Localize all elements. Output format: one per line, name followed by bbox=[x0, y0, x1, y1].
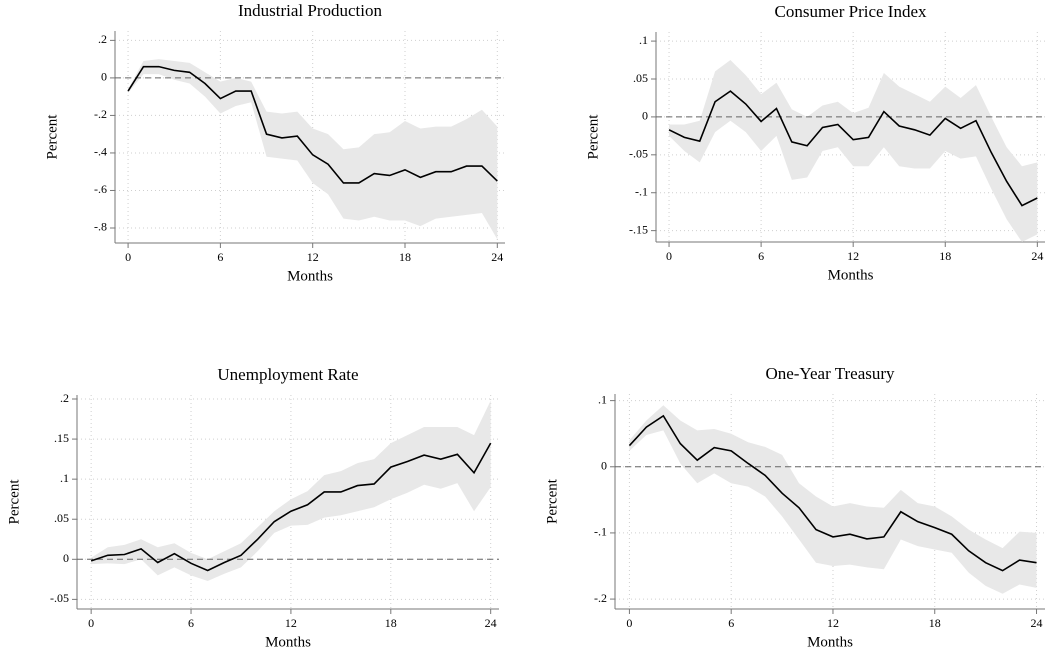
y-axis-label: Percent bbox=[6, 479, 22, 525]
y-tick-label: -.15 bbox=[629, 222, 648, 236]
confidence-band bbox=[91, 400, 491, 581]
x-axis-label: Months bbox=[828, 267, 874, 283]
x-tick-label: 24 bbox=[491, 250, 503, 264]
y-tick-label: 0 bbox=[63, 551, 69, 565]
x-tick-label: 12 bbox=[285, 616, 297, 630]
x-tick-label: 12 bbox=[847, 249, 859, 263]
y-tick-label: -.8 bbox=[94, 220, 107, 234]
y-tick-label: .2 bbox=[98, 32, 107, 46]
y-tick-label: .2 bbox=[60, 391, 69, 405]
x-tick-label: 24 bbox=[485, 616, 497, 630]
response-line bbox=[628, 414, 1037, 572]
x-tick-label: 6 bbox=[188, 616, 194, 630]
confidence-band bbox=[669, 60, 1038, 243]
y-tick-label: 0 bbox=[101, 70, 107, 84]
x-tick-label: 0 bbox=[88, 616, 94, 630]
y-axis-label: Percent bbox=[585, 114, 601, 160]
y-tick-label: -.2 bbox=[94, 107, 107, 121]
y-tick-label: -.1 bbox=[594, 525, 607, 539]
x-axis-label: Months bbox=[807, 634, 853, 650]
x-tick-label: 0 bbox=[626, 616, 632, 630]
y-tick-label: -.1 bbox=[635, 184, 648, 198]
y-tick-label: .1 bbox=[598, 392, 607, 406]
chart-title: Industrial Production bbox=[238, 1, 383, 20]
y-tick-label: .1 bbox=[639, 33, 648, 47]
chart-title: One-Year Treasury bbox=[765, 364, 895, 383]
x-tick-label: 18 bbox=[399, 250, 411, 264]
x-axis-label: Months bbox=[265, 634, 311, 650]
y-tick-label: -.4 bbox=[94, 145, 107, 159]
response-line bbox=[90, 442, 492, 572]
x-tick-label: 18 bbox=[929, 616, 941, 630]
chart-title: Consumer Price Index bbox=[774, 2, 927, 21]
chart-title: Unemployment Rate bbox=[217, 365, 358, 384]
x-tick-label: 12 bbox=[307, 250, 319, 264]
x-tick-label: 0 bbox=[666, 249, 672, 263]
confidence-band bbox=[629, 405, 1037, 594]
y-tick-label: -.05 bbox=[50, 591, 69, 605]
y-tick-label: .05 bbox=[54, 511, 69, 525]
x-tick-label: 18 bbox=[385, 616, 397, 630]
y-tick-label: .1 bbox=[60, 471, 69, 485]
x-tick-label: 6 bbox=[728, 616, 734, 630]
y-tick-label: -.05 bbox=[629, 147, 648, 161]
x-tick-label: 6 bbox=[758, 249, 764, 263]
x-tick-label: 6 bbox=[217, 250, 223, 264]
y-tick-label: -.6 bbox=[94, 182, 107, 196]
y-axis-label: Percent bbox=[544, 478, 560, 524]
y-axis-label: Percent bbox=[44, 114, 60, 160]
x-tick-label: 12 bbox=[827, 616, 839, 630]
y-tick-label: 0 bbox=[642, 109, 648, 123]
x-axis-label: Months bbox=[287, 268, 333, 284]
x-tick-label: 18 bbox=[939, 249, 951, 263]
y-tick-label: .05 bbox=[633, 71, 648, 85]
y-tick-label: -.2 bbox=[594, 591, 607, 605]
x-tick-label: 24 bbox=[1031, 616, 1043, 630]
response-line bbox=[127, 65, 498, 184]
confidence-band bbox=[128, 59, 498, 240]
y-tick-label: .15 bbox=[54, 431, 69, 445]
y-tick-label: 0 bbox=[601, 459, 607, 473]
response-line bbox=[668, 90, 1038, 207]
x-tick-label: 24 bbox=[1031, 249, 1043, 263]
x-tick-label: 0 bbox=[125, 250, 131, 264]
